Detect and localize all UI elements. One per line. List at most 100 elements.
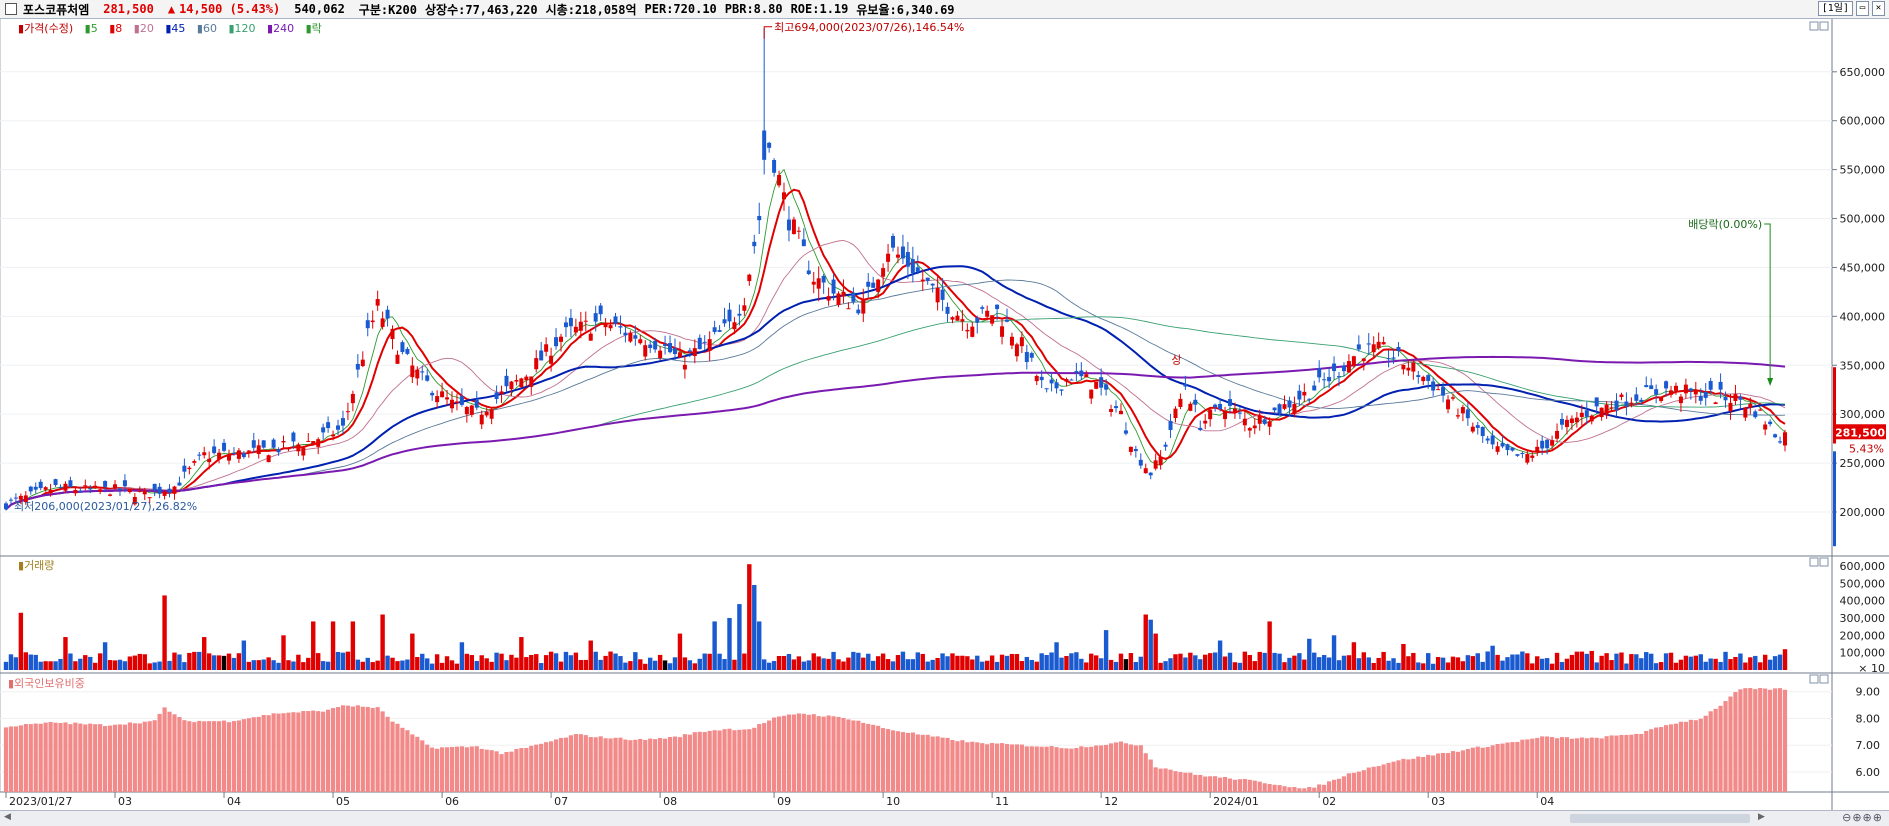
volume-bar (1108, 659, 1114, 670)
foreign-bar (454, 746, 460, 792)
foreign-bar (177, 716, 182, 792)
candle (1168, 420, 1173, 430)
foreign-bar (1718, 705, 1723, 792)
foreign-bar (846, 719, 851, 792)
foreign-bar (499, 754, 504, 792)
foreign-bar (1336, 778, 1342, 792)
x-tick-label: 2024/01 (1213, 795, 1259, 808)
foreign-bar (73, 722, 78, 792)
volume-bar (1440, 657, 1446, 670)
volume-bar (449, 660, 455, 670)
foreign-bar (439, 747, 445, 792)
volume-bar (365, 657, 370, 670)
candle (43, 487, 48, 490)
candle (1783, 432, 1787, 446)
candle (1346, 361, 1351, 373)
candle (668, 343, 673, 353)
scroll-right-icon[interactable]: ▶ (1758, 812, 1765, 822)
foreign-bar (1247, 779, 1252, 792)
volume-bar (335, 651, 341, 670)
candle (316, 439, 321, 447)
volume-bar (202, 637, 207, 670)
period-button[interactable]: [1일] (1817, 1, 1853, 16)
foreign-bar (1470, 747, 1475, 792)
foreign-bar (945, 737, 950, 792)
candle (1341, 365, 1346, 372)
checkbox[interactable] (5, 3, 17, 15)
foreign-bar (1753, 689, 1758, 792)
panel-close-icon (1819, 557, 1829, 567)
candle (1441, 386, 1446, 396)
volume-bar (984, 660, 990, 670)
close-icon[interactable]: ✕ (1872, 1, 1885, 16)
volume-bar (1178, 653, 1183, 670)
foreign-bar (1366, 767, 1371, 792)
volume-bar (1212, 652, 1218, 670)
foreign-bar (306, 711, 311, 792)
panel-minimize-icon (1809, 21, 1819, 31)
volume-bar (900, 651, 906, 670)
candle (18, 495, 23, 500)
candle (712, 327, 717, 332)
candle (613, 316, 618, 324)
candle (73, 490, 78, 494)
volume-bar (1148, 619, 1153, 670)
volume-bar (1287, 657, 1292, 670)
foreign-tick-label: 6.00 (1856, 766, 1881, 779)
panel-minimize-icon (1809, 674, 1819, 684)
foreign-bar (994, 743, 1000, 792)
candle (1009, 336, 1014, 346)
foreign-bar (1406, 759, 1411, 792)
volume-bar (1331, 635, 1337, 670)
foreign-bar (122, 724, 128, 792)
candle (58, 487, 63, 489)
low-annotation: 최저206,000(2023/01/27),26.82% (14, 500, 197, 513)
candle (474, 399, 479, 408)
volume-bar (563, 651, 569, 670)
candle (856, 309, 861, 314)
dividend-annotation: 배당락(0.00%) (1688, 218, 1762, 231)
volume-bar (162, 595, 167, 670)
candle (127, 488, 132, 493)
candle (1223, 410, 1228, 420)
foreign-bar (469, 746, 474, 792)
foreign-bar (702, 732, 707, 792)
candle (1391, 357, 1396, 359)
candle (172, 486, 177, 494)
zoom-icons[interactable]: ⊖⊕⊕⊕ (1842, 811, 1883, 824)
restore-icon[interactable]: ▭ (1856, 1, 1869, 16)
volume-bar (251, 660, 256, 670)
foreign-bar (920, 734, 925, 792)
candle (1614, 400, 1619, 411)
scroll-thumb[interactable] (1570, 814, 1750, 823)
candle (752, 241, 757, 247)
volume-bar (717, 653, 722, 670)
foreign-bar (28, 724, 33, 792)
foreign-bar (1133, 745, 1138, 792)
volume-tick-label: 200,000 (1840, 629, 1886, 642)
scroll-left-icon[interactable]: ◀ (4, 812, 11, 822)
volume-bar (439, 662, 445, 670)
candle (489, 409, 494, 419)
foreign-bar (925, 734, 930, 792)
foreign-bar (1009, 744, 1015, 792)
volume-bar (1302, 659, 1307, 670)
foreign-bar (618, 737, 623, 792)
candle (301, 447, 306, 456)
candle (910, 259, 915, 274)
scroll-bar[interactable]: ◀ ▶ ⊖⊕⊕⊕ (0, 810, 1889, 826)
candle (1654, 389, 1659, 395)
candle (1683, 384, 1688, 394)
volume-bar (1326, 657, 1332, 670)
foreign-bar (598, 736, 603, 792)
candle (78, 490, 83, 492)
foreign-bar (449, 746, 455, 792)
foreign-bar (1113, 742, 1119, 792)
candle (895, 254, 900, 258)
candle (1138, 459, 1143, 466)
foreign-bar (816, 716, 821, 792)
volume-bar (548, 651, 554, 670)
candle (504, 375, 509, 387)
foreign-bar (117, 724, 123, 792)
